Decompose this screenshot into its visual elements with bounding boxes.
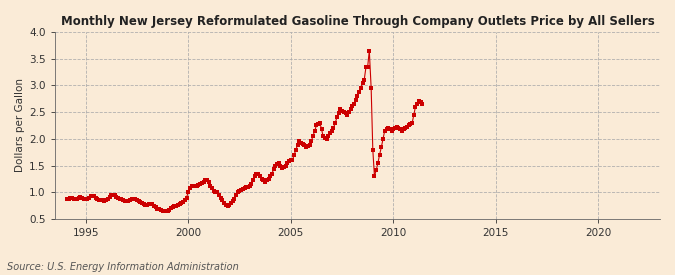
Text: Source: U.S. Energy Information Administration: Source: U.S. Energy Information Administ… <box>7 262 238 272</box>
Title: Monthly New Jersey Reformulated Gasoline Through Company Outlets Price by All Se: Monthly New Jersey Reformulated Gasoline… <box>61 15 654 28</box>
Y-axis label: Dollars per Gallon: Dollars per Gallon <box>15 78 25 172</box>
